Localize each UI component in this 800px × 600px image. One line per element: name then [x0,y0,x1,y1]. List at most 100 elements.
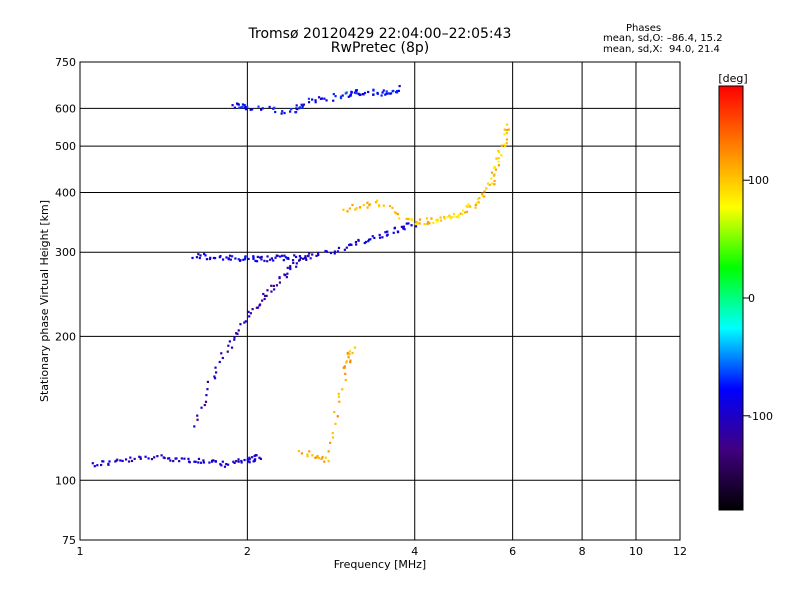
data-point [358,206,362,209]
data-point [298,255,301,258]
data-point [474,203,477,207]
data-point [276,254,279,257]
data-point [121,459,124,463]
x-axis-label: Frequency [MHz] [334,558,426,571]
data-point [469,205,472,208]
data-point [265,294,268,298]
data-point [505,123,509,126]
data-point [156,455,159,458]
data-point [348,207,352,210]
data-point [455,215,458,219]
data-point [384,231,387,234]
data-point [199,254,202,257]
data-point [374,201,378,204]
data-point [362,92,365,96]
y-tick-label: 750 [55,56,76,69]
data-point [153,456,156,459]
data-point [396,212,400,216]
data-point [363,241,366,245]
data-point [268,105,271,109]
data-point [394,212,397,215]
data-point [291,259,295,262]
data-point [129,456,132,459]
data-point [366,206,369,209]
data-point [252,460,255,463]
data-point [231,104,234,107]
data-point [227,344,230,347]
data-point [248,461,251,464]
data-point [237,258,240,261]
data-point [294,111,298,114]
data-point [483,190,486,193]
data-point [274,256,277,259]
data-point [233,461,236,465]
data-point [385,92,388,95]
data-point [343,248,346,251]
data-point [168,457,171,460]
data-point [278,281,282,284]
data-point [286,272,289,275]
data-point [225,256,228,259]
data-point [418,218,422,221]
data-point [300,103,303,106]
data-point [220,464,223,467]
data-point [402,227,405,230]
data-point [378,236,382,239]
data-point [254,259,257,263]
data-point [232,460,235,463]
data-point [391,206,394,209]
data-point [355,89,358,92]
data-point [446,215,449,219]
data-point [461,212,464,216]
data-point [378,205,381,208]
data-point [307,101,311,104]
data-point [91,462,94,465]
data-point [497,164,500,167]
data-point [398,217,401,220]
data-point [226,463,230,466]
data-point [193,460,196,463]
data-point [236,332,239,335]
data-point [273,106,276,109]
data-point [376,91,379,95]
data-point [230,346,234,349]
data-point [301,105,304,108]
data-point [321,456,324,459]
data-point [107,462,110,465]
data-point [392,231,395,234]
data-point [341,388,344,391]
data-point [197,457,201,461]
data-point [367,90,370,94]
data-point [375,199,379,202]
data-point [351,351,354,355]
data-point [302,103,306,106]
data-point [465,204,468,207]
data-point [236,103,240,106]
data-point [343,365,346,368]
data-point [436,218,439,221]
data-point [493,179,496,183]
data-point [228,254,232,257]
data-point [193,425,196,428]
data-point [114,460,117,463]
data-point [410,224,413,227]
data-point [349,361,352,364]
data-point [237,458,240,461]
data-point [227,257,230,260]
data-point [218,360,221,364]
data-point [203,403,206,407]
data-point [492,166,496,169]
data-point [178,460,181,463]
data-point [488,183,491,187]
data-point [327,460,330,463]
data-point [418,222,421,225]
grid-lines [80,62,680,540]
data-point [206,388,209,391]
data-point [435,218,438,221]
data-point [382,89,385,92]
data-point [298,106,302,109]
data-point [381,236,384,239]
data-point [507,128,510,131]
data-point [350,243,353,246]
data-point [243,458,246,462]
